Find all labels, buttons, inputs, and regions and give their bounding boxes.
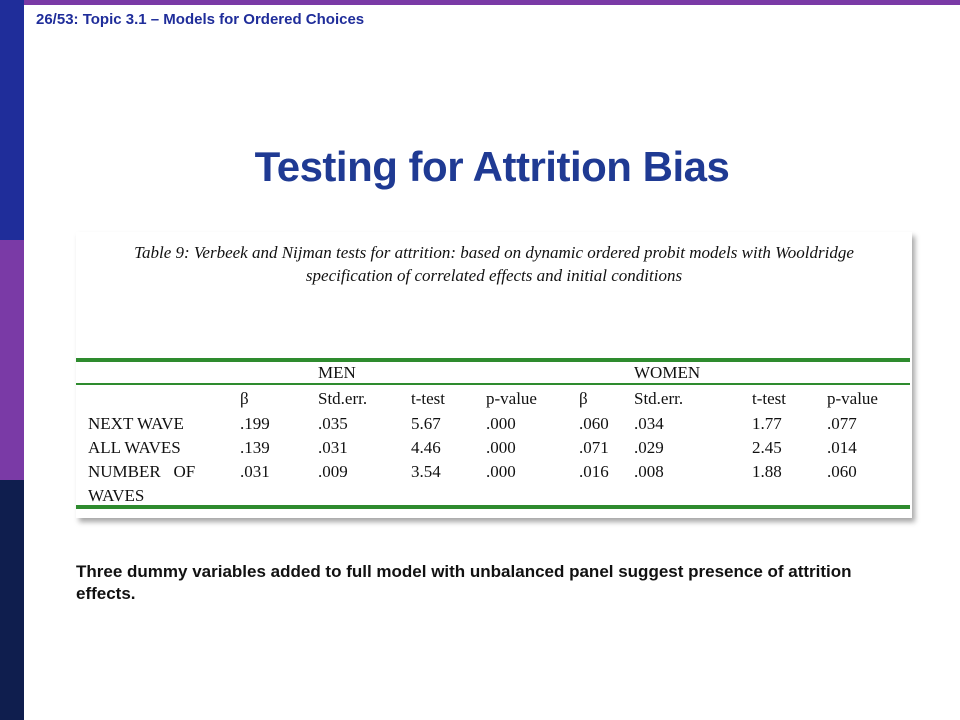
table-cell: .000 xyxy=(486,462,516,481)
table-cell: .060 xyxy=(827,462,857,481)
group-header-women: WOMEN xyxy=(634,363,701,382)
table-cell: .000 xyxy=(486,414,516,433)
table-cell: 1.77 xyxy=(752,414,782,433)
table-cell: .071 xyxy=(579,438,609,457)
table-caption: Table 9: Verbeek and Nijman tests for at… xyxy=(76,241,912,287)
table-cell: .060 xyxy=(579,414,609,433)
table-cell: 5.67 xyxy=(411,414,441,433)
row-label-waves: WAVES xyxy=(88,486,145,505)
table-bottom-rule xyxy=(76,505,910,509)
table-cell: .035 xyxy=(318,414,348,433)
left-accent-bar-bottom xyxy=(0,480,24,720)
table-cell: .016 xyxy=(579,462,609,481)
left-accent-bar-top xyxy=(0,0,24,240)
row-label-next-wave: NEXT WAVE xyxy=(88,414,184,433)
table-cell: .199 xyxy=(240,414,270,433)
slide-header: 26/53: Topic 3.1 – Models for Ordered Ch… xyxy=(36,11,365,28)
table-cell: 4.46 xyxy=(411,438,441,457)
column-header-t-test-women: t-test xyxy=(752,389,786,408)
table-cell: .031 xyxy=(318,438,348,457)
table-cell: .008 xyxy=(634,462,664,481)
table-cell: .139 xyxy=(240,438,270,457)
table-cell: 3.54 xyxy=(411,462,441,481)
table-cell: .031 xyxy=(240,462,270,481)
column-header-t-test-men: t-test xyxy=(411,389,445,408)
table-cell: .029 xyxy=(634,438,664,457)
table-cell: .009 xyxy=(318,462,348,481)
table-caption-line-2: specification of correlated effects and … xyxy=(305,266,683,285)
row-label-all-waves: ALL WAVES xyxy=(88,438,181,457)
column-header-p-value-women: p-value xyxy=(827,389,878,408)
table-cell: 2.45 xyxy=(752,438,782,457)
table-cell: .034 xyxy=(634,414,664,433)
table-cell: 1.88 xyxy=(752,462,782,481)
slide-title: Testing for Attrition Bias xyxy=(254,143,730,190)
column-header-std-err-women: Std.err. xyxy=(634,389,684,408)
column-header-std-err-men: Std.err. xyxy=(318,389,368,408)
column-header-beta-women: β xyxy=(579,389,588,408)
group-header-men: MEN xyxy=(318,363,356,382)
results-table: Table 9: Verbeek and Nijman tests for at… xyxy=(76,232,912,518)
top-accent-rule xyxy=(24,0,960,5)
table-caption-line-1: Table 9: Verbeek and Nijman tests for at… xyxy=(134,243,854,262)
column-header-p-value-men: p-value xyxy=(486,389,537,408)
table-cell: .014 xyxy=(827,438,857,457)
table-header-rule xyxy=(76,383,910,385)
table-top-rule xyxy=(76,358,910,362)
row-label-number-of: NUMBER OF xyxy=(88,462,196,481)
table-cell: .000 xyxy=(486,438,516,457)
slide-body-text: Three dummy variables added to full mode… xyxy=(76,562,852,603)
left-accent-bar-middle xyxy=(0,240,24,480)
column-header-beta-men: β xyxy=(240,389,249,408)
table-cell: .077 xyxy=(827,414,857,433)
